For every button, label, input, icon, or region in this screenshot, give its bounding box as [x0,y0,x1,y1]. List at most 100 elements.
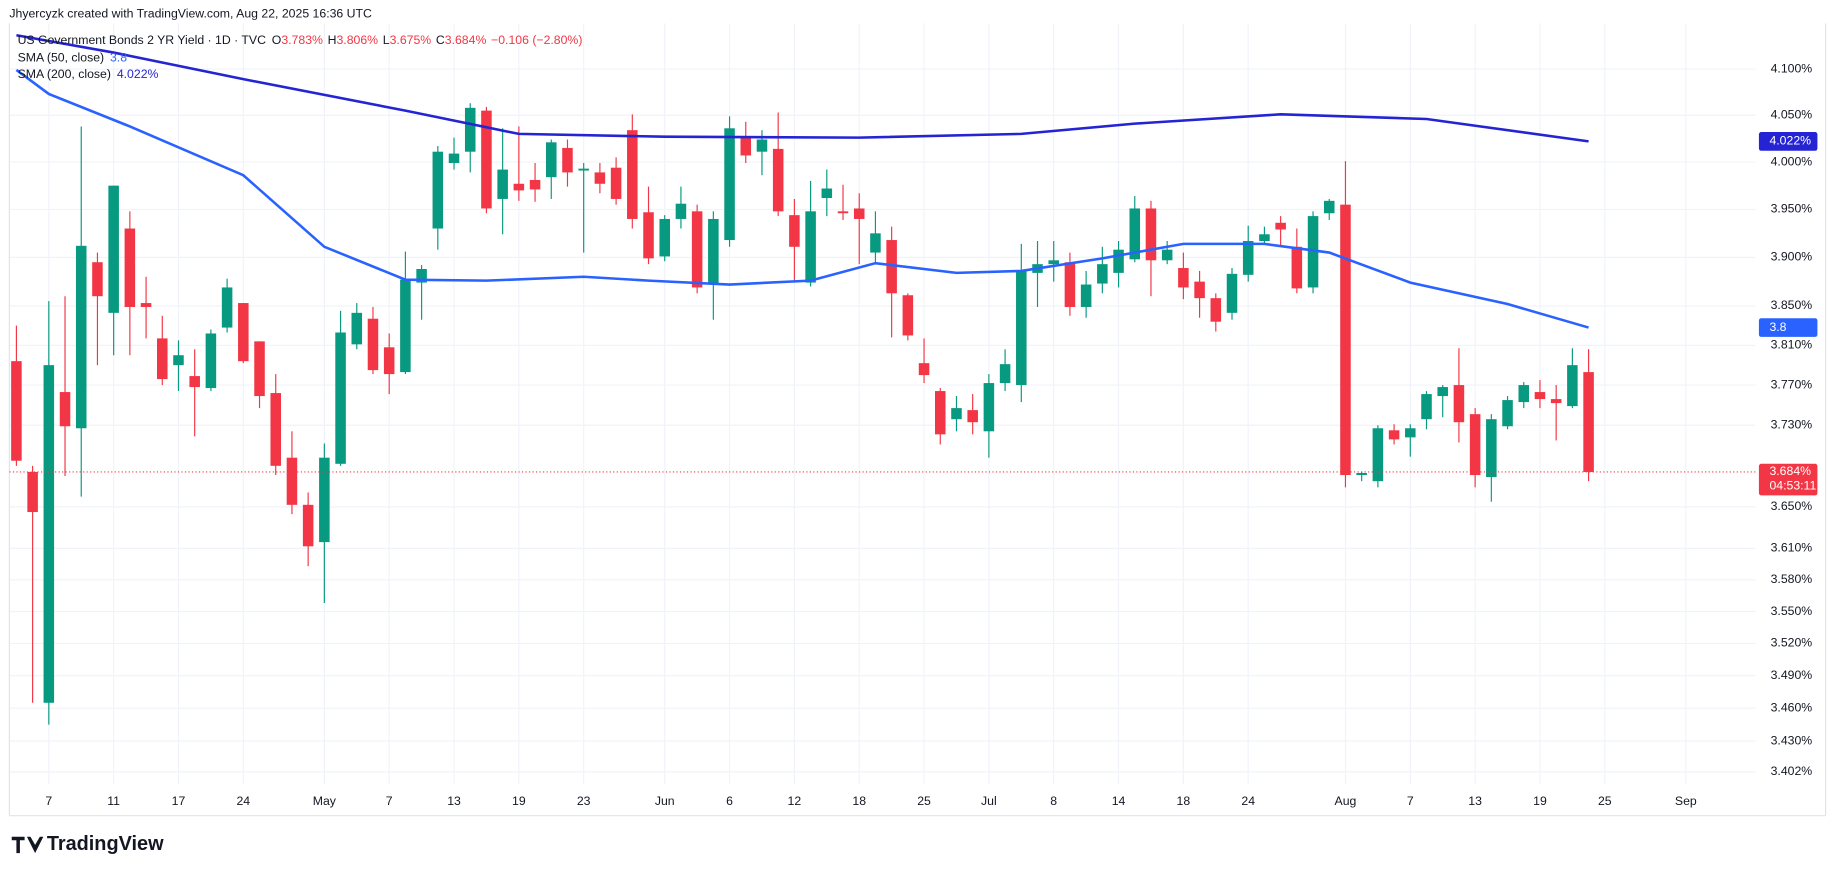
candle-body [497,169,508,199]
change: −0.106 (−2.80%) [491,33,582,47]
candle-body [319,457,330,543]
candle-body [254,341,265,397]
candle-body [1275,222,1286,230]
candle-body [886,240,897,294]
sma-value: 4.022% [117,67,159,81]
candle-body [1502,400,1513,427]
candle-body [691,211,703,288]
candle-body [1097,264,1108,284]
candle-body [335,332,346,464]
y-tick-label: 3.460% [1771,700,1813,714]
candle-body [367,318,379,371]
candle-body [432,151,444,229]
x-tick-label: 18 [1177,794,1191,808]
candle-body [464,107,476,152]
ohlc-value: 3.675% [390,33,432,47]
candle-body [562,147,573,173]
ohlc-value: 3.783% [281,33,323,47]
last-price-text: 3.684% [1769,464,1811,478]
logo-icon [11,836,44,854]
credit: Jhyercyzk created with TradingView.com, … [9,6,372,20]
x-tick-label: 13 [1468,794,1482,808]
x-tick-label: 19 [1533,794,1547,808]
candle-body [302,504,314,547]
x-tick-label: 25 [1598,794,1612,808]
candle-body [805,211,816,283]
candle-body [902,295,914,336]
countdown: 04:53:11 [1769,478,1816,492]
x-tick-label: 6 [726,794,733,808]
y-tick-label: 3.610% [1771,541,1813,555]
candle-body [270,393,281,466]
x-tick-label: 11 [107,794,120,808]
candle-body [529,179,541,190]
candle-body [740,137,752,156]
candle-body [1080,284,1092,307]
candle-body [1437,387,1448,397]
y-tick-label: 3.850% [1771,298,1813,312]
y-tick-label: 3.402% [1771,764,1813,778]
y-tick-label: 4.000% [1771,154,1813,168]
y-tick-label: 3.550% [1771,604,1813,618]
candle-body [416,268,427,283]
candle-body [1226,273,1238,313]
y-tick-label: 3.580% [1771,572,1813,586]
y-tick-label: 3.650% [1771,499,1813,513]
candle-body [918,363,930,376]
candle-body [1145,208,1157,261]
x-tick-label: Jul [981,794,997,808]
candle-body [1583,372,1594,472]
candle-body [400,279,411,373]
candle-body [967,410,978,423]
candle-body [1405,428,1416,438]
candle-body [870,233,881,253]
candle-body [189,376,200,388]
candle-body [108,185,119,313]
candle-body [205,333,217,389]
sma-line [15,68,1589,329]
y-tick-label: 3.770% [1771,377,1813,391]
y-tick-label: 4.100% [1771,61,1813,75]
x-tick-label: 13 [447,794,461,808]
sma-price-text: 3.8 [1769,320,1786,334]
candle-body [853,208,865,219]
brand-logo: TradingView [11,833,164,855]
candle-body [1291,246,1303,289]
candle-body [1340,204,1351,476]
candle-body [1323,200,1335,214]
candle-body [1550,399,1562,404]
plot [9,33,1756,725]
candle-body [1064,262,1076,307]
grid [9,23,1756,785]
candle-body [1388,430,1400,440]
x-tick-label: May [313,794,337,808]
candle-body [1567,365,1578,407]
candle-body [11,361,22,461]
y-tick-label: 3.730% [1771,417,1813,431]
candle-body [1194,281,1205,299]
candle-body [1486,419,1497,478]
candle-body [27,471,38,513]
candle-body [1421,394,1432,420]
candle-body [173,355,184,366]
x-tick-label: 19 [512,794,526,808]
candle-body [1534,392,1546,400]
candle-body [481,110,492,209]
candle-body [157,338,168,380]
y-tick-label: 3.810% [1771,338,1813,352]
x-tick-label: 24 [1241,794,1255,808]
sma-price-label [1758,318,1818,337]
candle-body [934,391,946,435]
candle-body [513,183,525,191]
y-tick-label: 4.050% [1771,108,1813,122]
candle-body [756,139,768,152]
candle-body [238,303,249,362]
y-tick-label: 3.900% [1771,250,1813,264]
candle-body [627,130,638,219]
x-tick-label: 12 [788,794,802,808]
candle-body [1210,298,1222,322]
candle-body [675,203,687,219]
candle-body [1178,268,1189,288]
x-tick-label: 25 [917,794,931,808]
